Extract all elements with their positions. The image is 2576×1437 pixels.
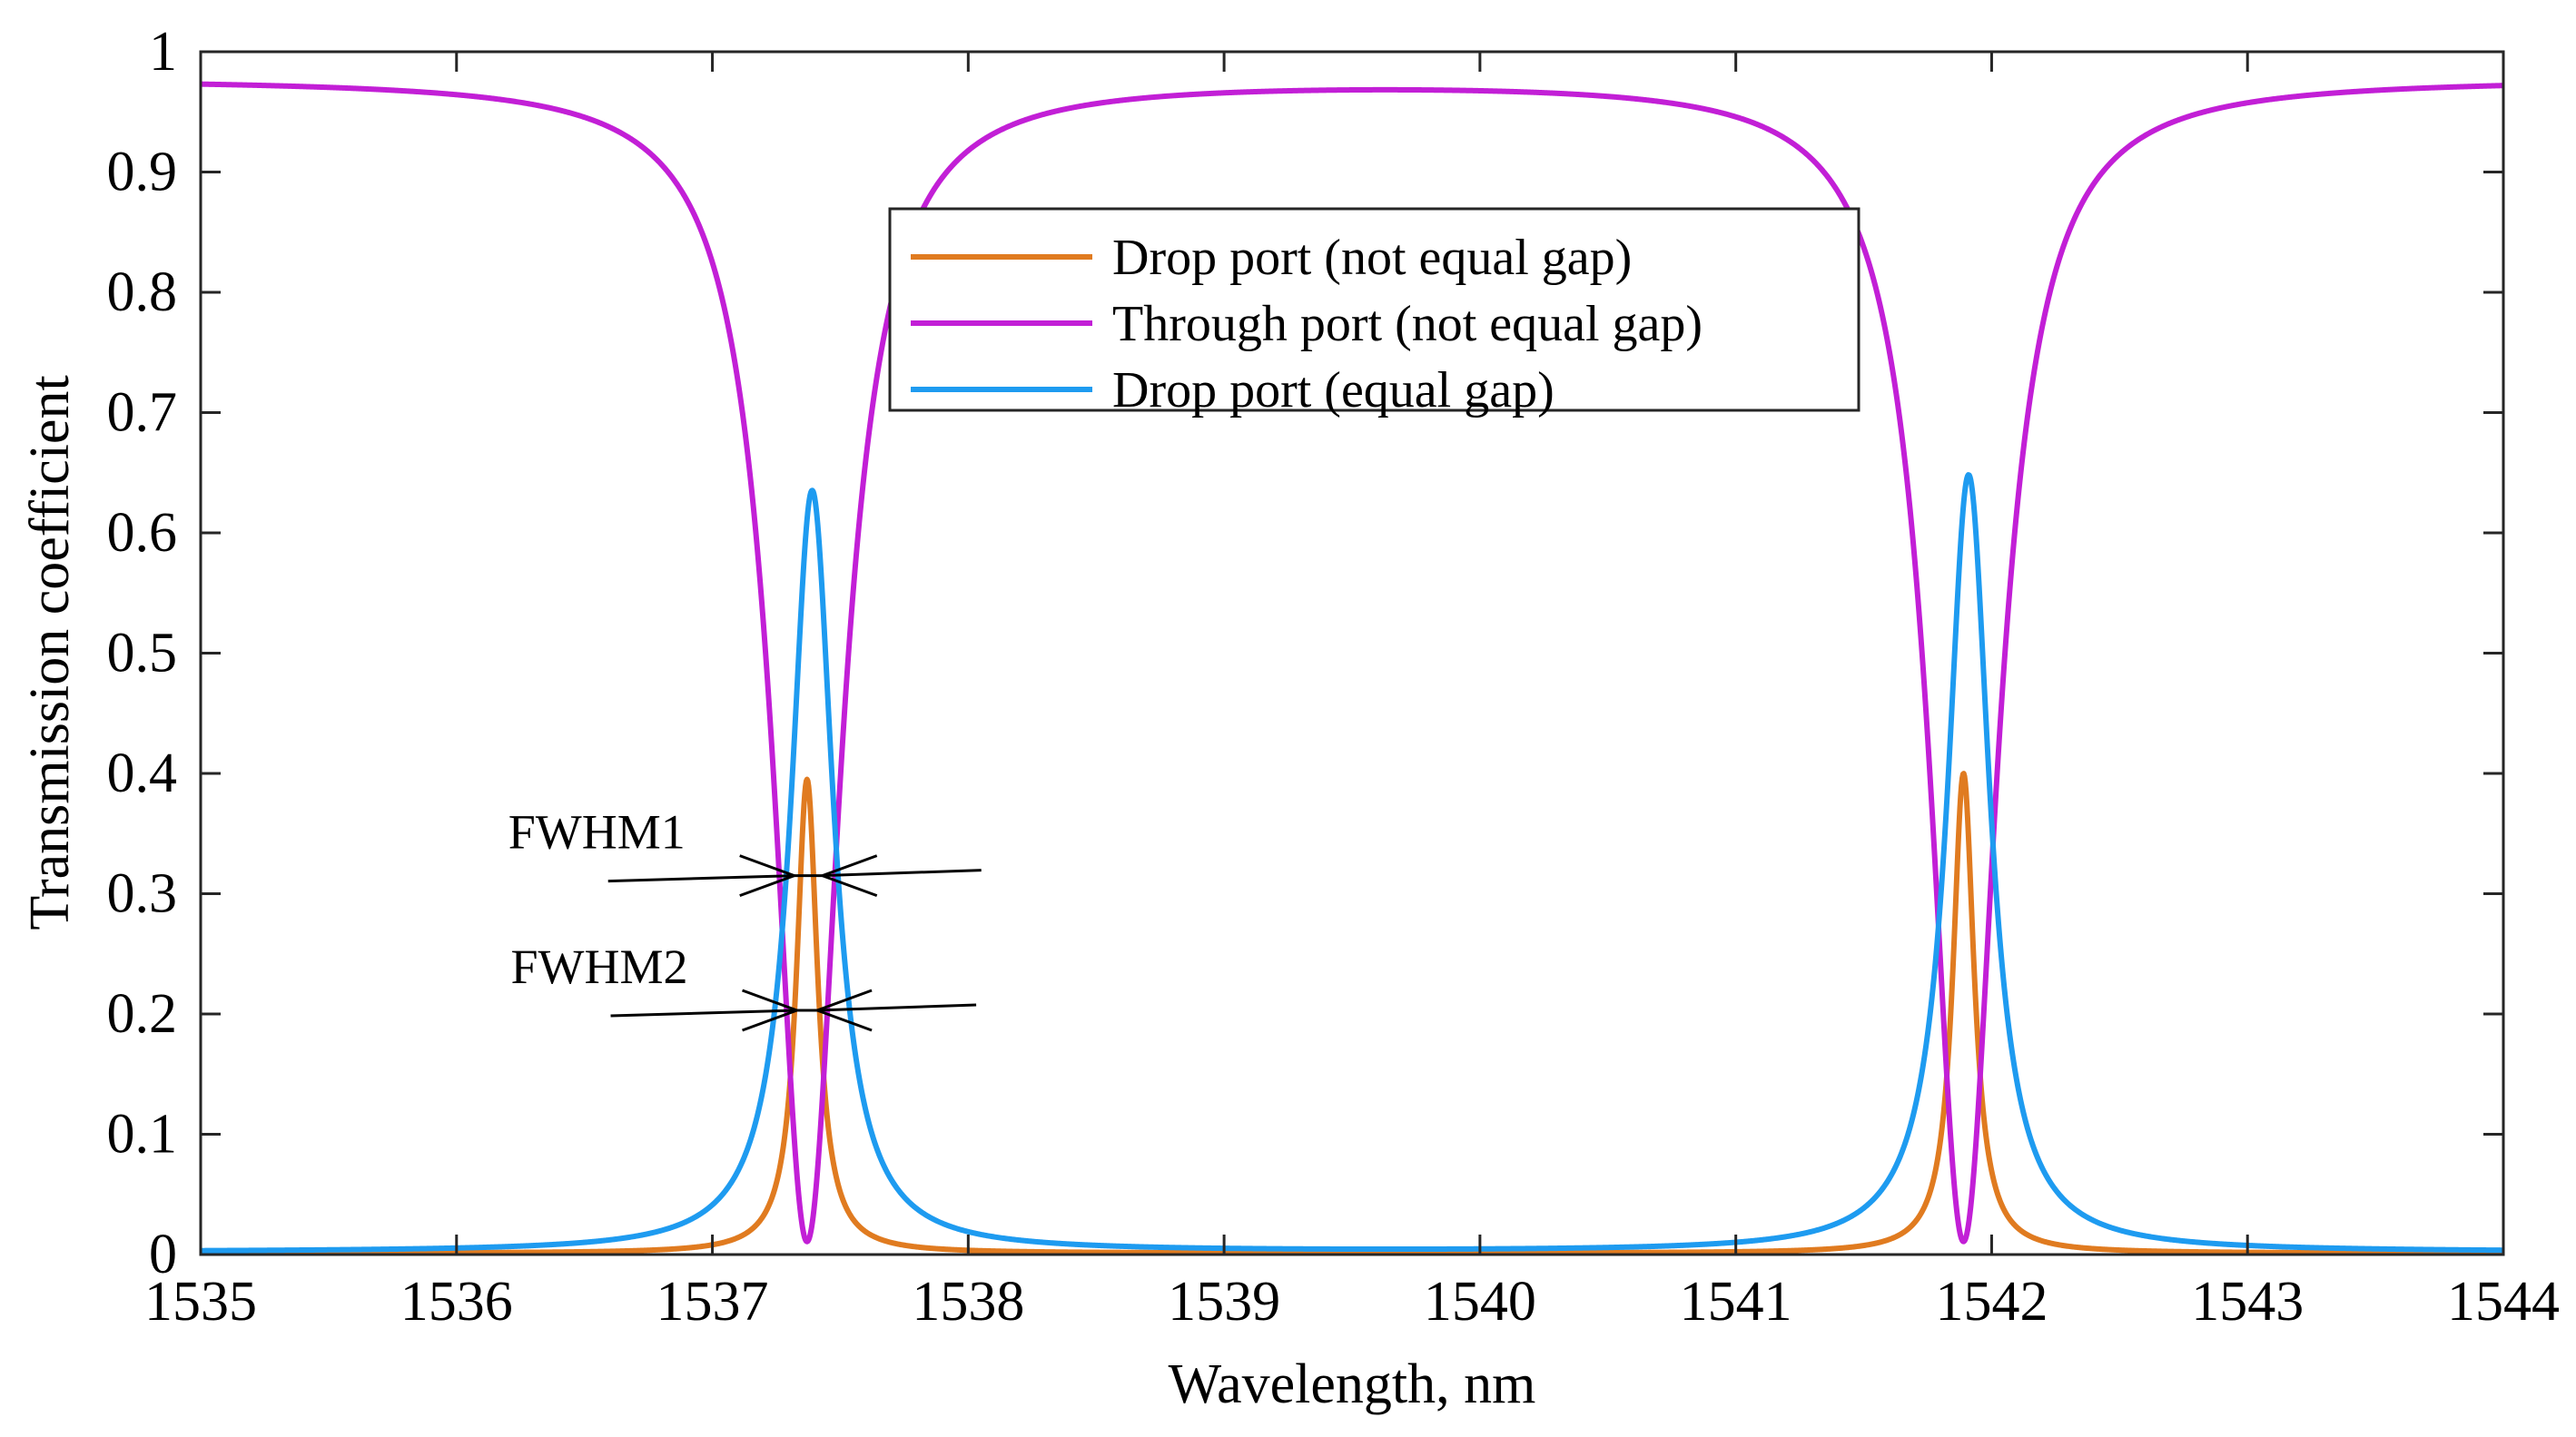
y-tick-label: 0.1 [107,1104,178,1166]
fwhm-annotations: FWHM1 FWHM2 [508,805,982,1032]
y-tick-label: 0.6 [107,502,178,564]
y-axis-title: Transmission coefficient [19,375,81,930]
y-tick-label: 0.5 [107,623,178,684]
y-tick-label: 0.9 [107,142,178,203]
y-tick-label: 0.8 [107,261,178,323]
y-tick-label: 0.3 [107,863,178,925]
annotation-label: FWHM2 [511,940,688,994]
x-tick-label: 1535 [144,1271,257,1333]
x-axis-ticks: 1535 1536 1537 1538 1539 1540 1541 1542 1543 1544 [144,52,2560,1333]
annotation-arrowhead-left [739,854,799,898]
annotation-arrowhead-left [742,989,801,1032]
annotation-arrow-right [822,869,982,878]
series-line-2 [198,81,2506,1245]
x-tick-label: 1538 [912,1271,1024,1333]
y-tick-label: 0.4 [107,743,178,804]
annotation-arrow-right [817,1003,977,1012]
y-tick-label: 0 [149,1224,177,1285]
x-tick-label: 1539 [1168,1271,1280,1333]
annotation-2: FWHM2 [511,940,977,1032]
x-tick-label: 1540 [1424,1271,1536,1333]
x-tick-label: 1541 [1680,1271,1792,1333]
x-tick-label: 1536 [400,1271,513,1333]
legend-label: Through port (not equal gap) [1112,296,1703,352]
x-tick-label: 1537 [656,1271,769,1333]
legend-label: Drop port (not equal gap) [1112,230,1632,286]
y-tick-label: 0.7 [107,382,178,444]
legend-label: Drop port (equal gap) [1112,362,1554,418]
legend-box [888,207,1860,412]
series-curves [198,81,2506,1256]
x-tick-label: 1542 [1935,1271,2048,1333]
x-tick-label: 1544 [2447,1271,2560,1333]
series-line-1 [198,771,2506,1256]
y-tick-label: 0.2 [107,983,178,1045]
y-tick-label: 1 [149,21,177,83]
series-line-3 [198,472,2506,1254]
annotation-arrow-left [607,874,795,883]
y-axis-ticks: 0 0.1 0.2 0.3 0.4 0.5 0.6 0.7 0.8 0.9 1 [107,21,2503,1285]
legend: Drop port (not equal gap) Through port (n… [888,207,1860,418]
annotation-1: FWHM1 [508,805,982,898]
annotation-arrow-left [610,1009,797,1018]
x-axis-title: Wavelength, nm [1169,1353,1536,1415]
x-tick-label: 1543 [2191,1271,2304,1333]
annotation-label: FWHM1 [508,805,686,860]
